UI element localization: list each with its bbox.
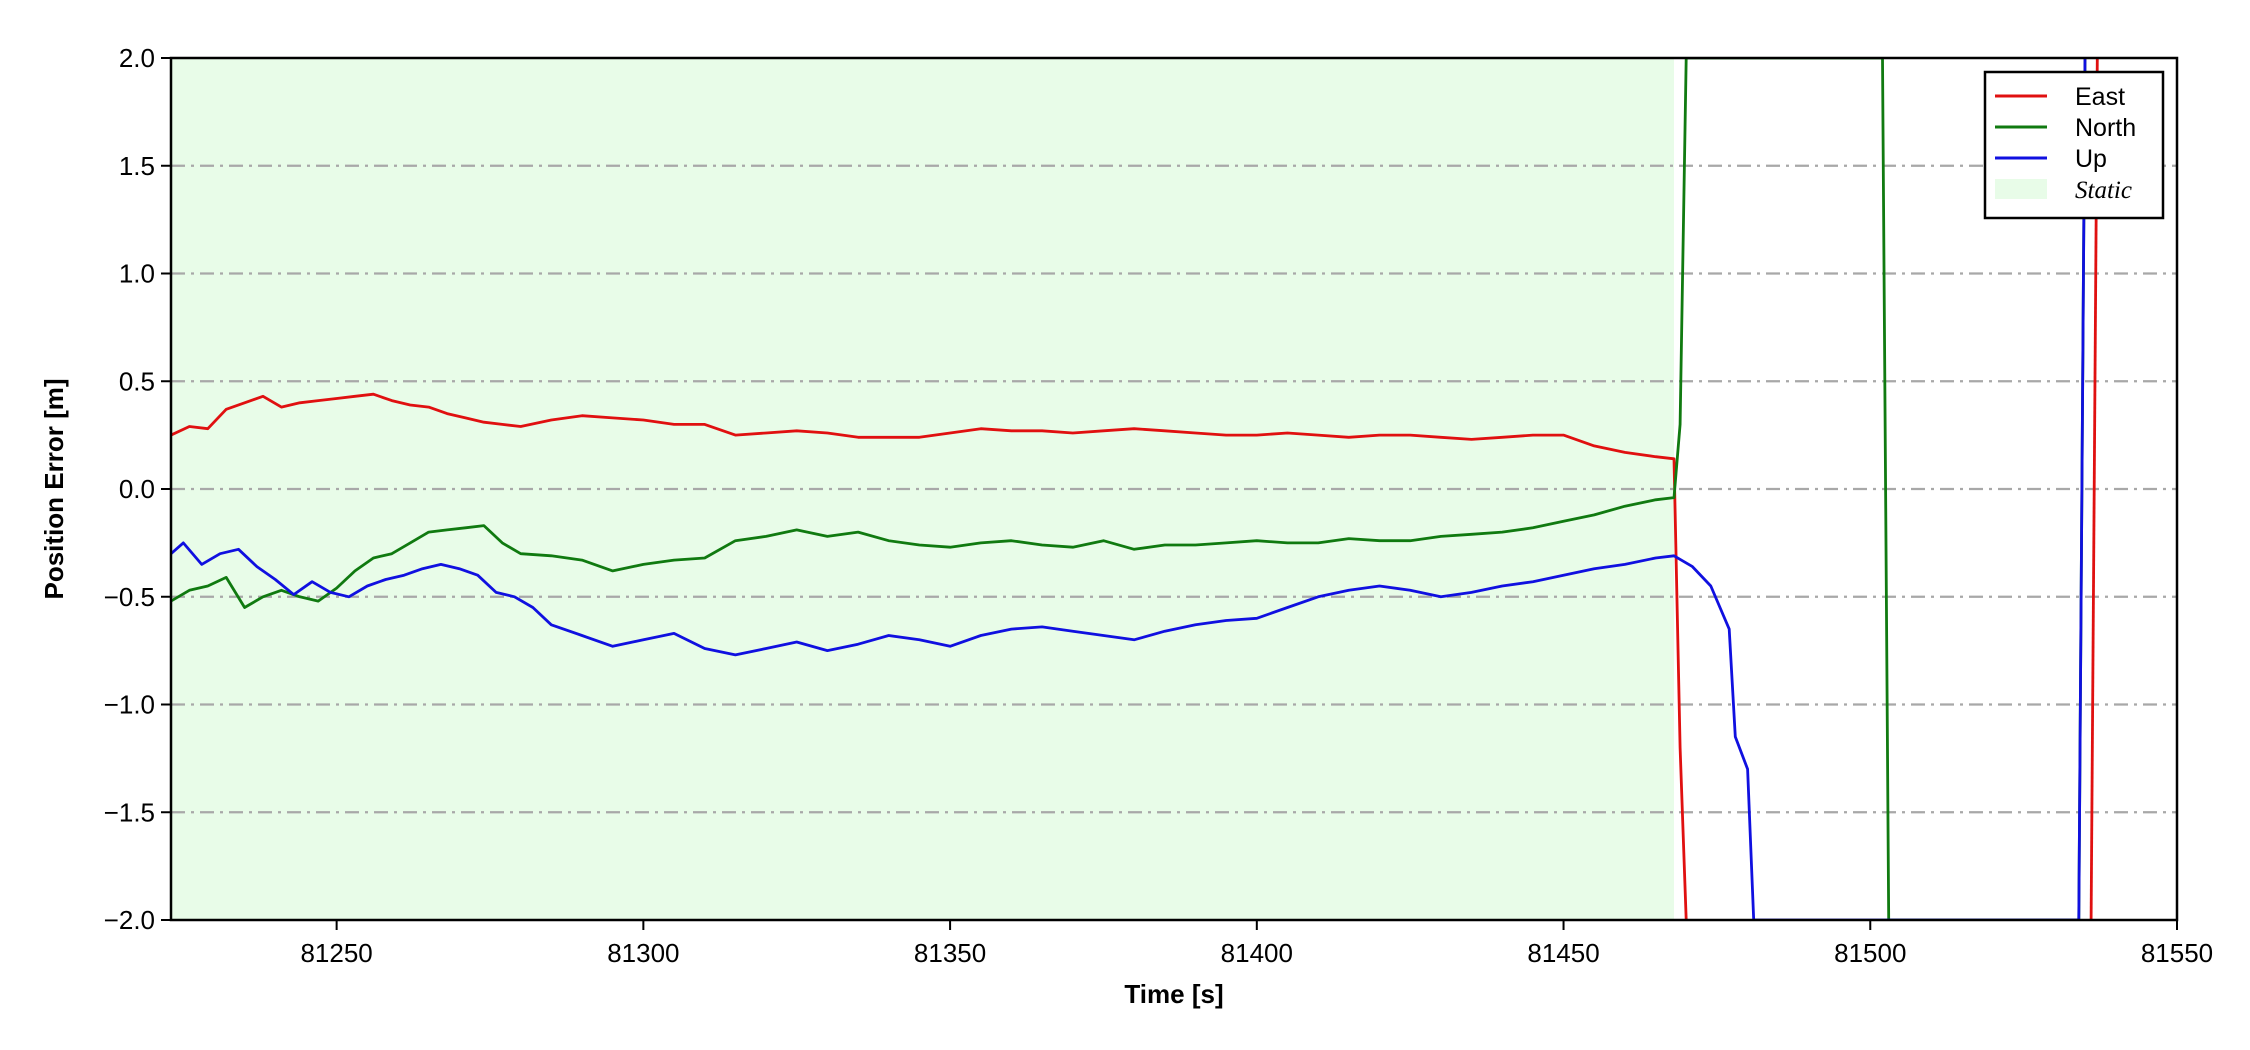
y-tick-label: 0.0 xyxy=(119,474,155,504)
x-tick-label: 81400 xyxy=(1221,938,1293,968)
y-axis-title: Position Error [m] xyxy=(39,378,69,599)
legend-swatch-static xyxy=(1995,179,2047,199)
legend: East North Up Static xyxy=(1983,70,2165,220)
legend-label-static: Static xyxy=(2075,177,2132,204)
y-tick-label: −1.0 xyxy=(104,690,155,720)
x-tick-label: 81550 xyxy=(2141,938,2213,968)
y-tick-label: −2.0 xyxy=(104,905,155,935)
y-tick-label: −1.5 xyxy=(104,797,155,827)
y-tick-label: −0.5 xyxy=(104,582,155,612)
x-tick-label: 81300 xyxy=(607,938,679,968)
y-tick-label: 2.0 xyxy=(119,43,155,73)
x-tick-label: 81350 xyxy=(914,938,986,968)
y-tick-label: 1.5 xyxy=(119,151,155,181)
series-line-east xyxy=(171,392,1688,920)
legend-label-up: Up xyxy=(2075,145,2107,173)
legend-label-north: North xyxy=(2075,114,2136,142)
x-tick-label: 81500 xyxy=(1834,938,1906,968)
x-axis-title: Time [s] xyxy=(1124,979,1223,1009)
y-tick-label: 1.0 xyxy=(119,259,155,289)
ticks-layer: 81250 81300 81350 81400 81450 81500 81550 −2.0 −… xyxy=(104,43,2213,968)
x-tick-label: 81250 xyxy=(300,938,372,968)
series-layer xyxy=(171,58,2099,920)
y-tick-label: 0.5 xyxy=(119,366,155,396)
series-line-up xyxy=(171,58,2087,920)
legend-label-east: East xyxy=(2075,83,2125,111)
series-line-north xyxy=(171,58,2087,920)
x-tick-label: 81450 xyxy=(1527,938,1599,968)
